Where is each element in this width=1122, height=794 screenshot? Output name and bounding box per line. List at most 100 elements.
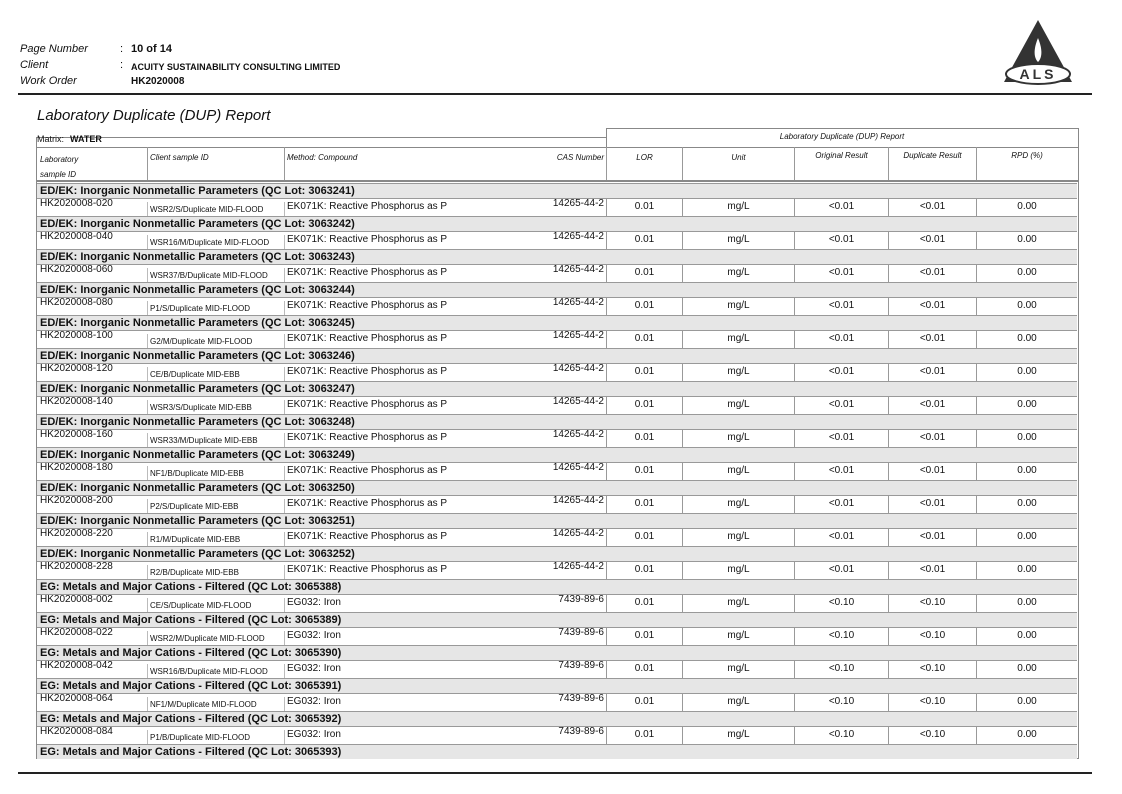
- cell: 0.00: [1017, 333, 1037, 344]
- cell: mg/L: [727, 432, 750, 443]
- cell-divider: [682, 726, 683, 744]
- column-header: Method: Compound: [287, 153, 358, 162]
- group-title: ED/EK: Inorganic Nonmetallic Parameters …: [37, 546, 1077, 561]
- column-header: Original Result: [815, 151, 868, 160]
- group-title: ED/EK: Inorganic Nonmetallic Parameters …: [37, 315, 1077, 330]
- cell: 7439-89-6: [558, 726, 604, 737]
- cell: <0.01: [828, 333, 855, 344]
- cell-divider: [682, 561, 683, 579]
- cell: 14265-44-2: [552, 495, 604, 506]
- matrix-label: Matrix:: [37, 134, 64, 144]
- cell: 0.01: [634, 366, 655, 377]
- cell-divider: [682, 594, 683, 612]
- data-row: [37, 363, 1077, 382]
- cell: <0.01: [919, 399, 946, 410]
- cell: mg/L: [727, 630, 750, 641]
- cell: EG032: Iron: [287, 663, 341, 674]
- cell: 0.01: [634, 201, 655, 212]
- cell-divider: [888, 231, 889, 249]
- cell: <0.01: [828, 366, 855, 377]
- work-order-label: Work Order: [20, 75, 77, 87]
- data-row: [37, 297, 1077, 316]
- header-rule: [18, 93, 1092, 95]
- header-bottom: [36, 180, 1078, 182]
- cell-divider: [606, 693, 607, 711]
- cell: 0.01: [634, 729, 655, 740]
- column-header: Client sample ID: [150, 153, 209, 162]
- cell: 0.00: [1017, 531, 1037, 542]
- cell-divider: [888, 726, 889, 744]
- cell-divider: [794, 594, 795, 612]
- cell: <0.10: [919, 729, 946, 740]
- cell-divider: [976, 264, 977, 282]
- cell: 0.00: [1017, 300, 1037, 311]
- cell: <0.01: [828, 234, 855, 245]
- cell: 0.00: [1017, 663, 1037, 674]
- cell-divider: [794, 429, 795, 447]
- cell-divider: [147, 598, 148, 612]
- cell: P1/S/Duplicate MID-FLOOD: [150, 304, 251, 313]
- cell-divider: [606, 363, 607, 381]
- report-title: Laboratory Duplicate (DUP) Report: [37, 107, 271, 124]
- cell: WSR33/M/Duplicate MID-EBB: [150, 436, 258, 445]
- cell-divider: [606, 231, 607, 249]
- column-divider: [794, 147, 795, 180]
- cell-divider: [284, 466, 285, 480]
- cell: <0.01: [828, 201, 855, 212]
- column-divider: [147, 147, 148, 180]
- cell-divider: [284, 631, 285, 645]
- cell: <0.10: [828, 630, 855, 641]
- cell: 7439-89-6: [558, 660, 604, 671]
- cell: G2/M/Duplicate MID-FLOOD: [150, 337, 253, 346]
- cell: 14265-44-2: [552, 198, 604, 209]
- cell-divider: [976, 429, 977, 447]
- group-title: ED/EK: Inorganic Nonmetallic Parameters …: [37, 282, 1077, 297]
- cell: EK071K: Reactive Phosphorus as P: [287, 399, 448, 410]
- cell: mg/L: [727, 696, 750, 707]
- cell-divider: [888, 198, 889, 216]
- column-divider: [976, 147, 977, 180]
- column-header: Unit: [731, 153, 746, 162]
- cell: HK2020008-064: [40, 693, 113, 704]
- cell-divider: [606, 462, 607, 480]
- logo: ALS: [1004, 20, 1072, 85]
- cell: <0.01: [919, 564, 946, 575]
- cell-divider: [147, 631, 148, 645]
- cell-divider: [794, 396, 795, 414]
- cell-divider: [976, 495, 977, 513]
- cell-divider: [682, 396, 683, 414]
- cell-divider: [888, 693, 889, 711]
- cell: 0.00: [1017, 399, 1037, 410]
- cell-divider: [284, 334, 285, 348]
- cell: 0.00: [1017, 498, 1037, 509]
- cell: 0.00: [1017, 729, 1037, 740]
- cell-divider: [284, 499, 285, 513]
- cell-divider: [794, 462, 795, 480]
- client-label: Client: [20, 59, 49, 71]
- cell-divider: [606, 396, 607, 414]
- cell-divider: [794, 495, 795, 513]
- cell: 14265-44-2: [552, 396, 604, 407]
- cell-divider: [976, 594, 977, 612]
- data-row: [37, 330, 1077, 349]
- cell-divider: [606, 429, 607, 447]
- cell-divider: [794, 198, 795, 216]
- data-row: [37, 726, 1077, 745]
- cell: mg/L: [727, 465, 750, 476]
- cell-divider: [147, 334, 148, 348]
- cell: 14265-44-2: [552, 528, 604, 539]
- cell: 0.00: [1017, 267, 1037, 278]
- cell-divider: [794, 528, 795, 546]
- group-header-box: [606, 128, 1079, 149]
- cell: <0.01: [919, 465, 946, 476]
- cell-divider: [976, 660, 977, 678]
- cell-divider: [794, 693, 795, 711]
- data-row: [37, 231, 1077, 250]
- cell-divider: [284, 202, 285, 216]
- cell-divider: [147, 664, 148, 678]
- cell: EG032: Iron: [287, 729, 341, 740]
- page-number-label: Page Number: [20, 43, 88, 55]
- column-header: CAS Number: [556, 153, 604, 162]
- group-title: EG: Metals and Major Cations - Filtered …: [37, 711, 1077, 726]
- cell-divider: [888, 363, 889, 381]
